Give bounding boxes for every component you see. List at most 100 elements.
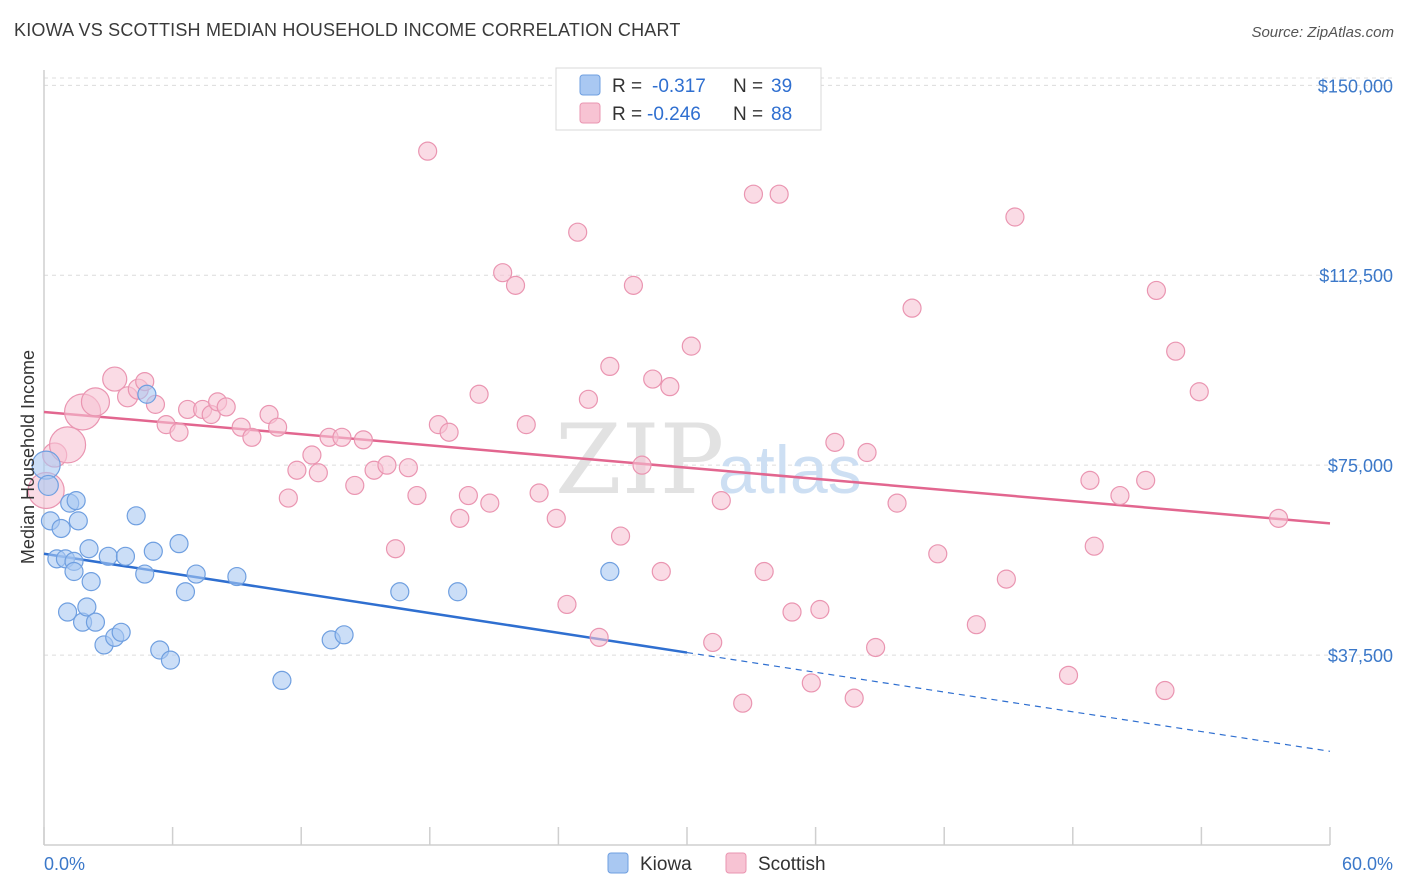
scottish-point [546,508,566,528]
grid-lines [44,77,1395,656]
scottish-point [996,569,1016,589]
scottish-point [681,336,701,356]
kiowa-point [77,597,97,617]
scottish-point [529,483,549,503]
y-tick-label: $112,500 [1319,266,1393,286]
kiowa-point [169,534,189,554]
y-tick-label: $75,000 [1328,456,1393,476]
scottish-point [557,594,577,615]
scottish-point [711,491,731,511]
scottish-point [589,627,609,647]
scottish-point [450,508,470,528]
scottish-point [80,387,111,417]
bottom-legend-kiowa-label: Kiowa [640,854,692,875]
scottish-point [857,442,877,463]
scottish-point [902,298,922,318]
scottish-point [632,455,652,475]
kiowa-point [160,650,181,670]
scottish-point [1058,665,1079,685]
bottom-legend-kiowa-swatch [607,852,629,874]
legend-n-label-kiowa: N = [733,76,763,97]
scottish-point [754,561,774,582]
kiowa-point [334,625,354,645]
scottish-point [493,263,513,283]
scottish-point [966,615,986,635]
scottish-point [660,377,680,397]
scottish-point [578,389,599,409]
kiowa-point [186,564,206,584]
kiowa-trend-extension [686,651,1331,752]
bottom-legend-scottish-swatch [725,852,747,874]
kiowa-point [98,546,118,566]
scottish-point [1005,207,1025,227]
kiowa-point [85,612,106,632]
x-ticks [43,827,1331,845]
series-scottish [27,141,1289,713]
scottish-point [407,485,427,506]
kiowa-point [64,561,84,582]
kiowa-point [135,564,155,584]
scottish-point [769,184,789,204]
chart-title: KIOWA VS SCOTTISH MEDIAN HOUSEHOLD INCOM… [14,20,681,40]
scottish-point [1080,470,1100,490]
kiowa-point [57,602,78,622]
scottish-point [1268,508,1289,528]
scottish-point [703,632,723,653]
scottish-point [377,455,397,475]
kiowa-point [79,539,99,559]
scottish-point [353,430,373,450]
kiowa-point [115,546,136,566]
kiowa-point [51,518,71,539]
series-kiowa [31,384,620,691]
kiowa-point [143,541,163,561]
kiowa-point [137,384,157,404]
legend-n-label-scottish: N = [733,104,763,125]
scottish-point [887,493,907,513]
scottish-point [568,222,588,242]
scottish-point [469,384,489,404]
legend-r-label-kiowa: R = [612,76,642,97]
scottish-point [928,544,948,564]
kiowa-point [600,561,620,582]
kiowa-point [111,622,131,642]
scottish-point [480,493,500,513]
scottish-point [1136,470,1156,490]
y-tick-label: $150,000 [1318,76,1393,96]
scottish-point [439,422,459,442]
scottish-point [1084,536,1104,556]
legend-r-value-kiowa: -0.317 [652,76,706,97]
kiowa-point [68,511,88,531]
scottish-point [332,427,352,447]
x-tick-label-min: 0.0% [44,854,85,874]
scottish-point [643,369,663,389]
scottish-point [1146,280,1166,301]
scottish-point [866,637,886,658]
scottish-point [623,275,644,295]
scottish-point [242,427,262,447]
scottish-point [1189,382,1209,402]
kiowa-point [126,506,146,526]
scottish-point [308,463,328,483]
kiowa-point [175,582,196,602]
scottish-point [398,458,418,478]
scottish-point [844,688,864,708]
scottish-point [810,599,830,620]
kiowa-point [81,572,101,592]
scottish-point [733,693,753,713]
scottish-point [278,488,298,508]
legend-n-value-kiowa: 39 [771,76,792,97]
kiowa-point [227,566,247,587]
scottish-point [302,445,322,465]
scottish-point [102,366,128,392]
scottish-point [610,526,631,546]
y-tick-label: $37,500 [1328,646,1393,666]
scottish-point [458,485,478,506]
y-tick-labels: $37,500 $75,000 $112,500 $150,000 [1318,76,1393,666]
scottish-point [418,141,438,161]
scottish-point [268,417,288,437]
y-axis-label: Median Household Income [18,350,38,564]
legend-n-value-scottish: 88 [771,104,792,125]
scottish-point [1166,341,1186,361]
bottom-legend: Kiowa Scottish [607,852,826,875]
